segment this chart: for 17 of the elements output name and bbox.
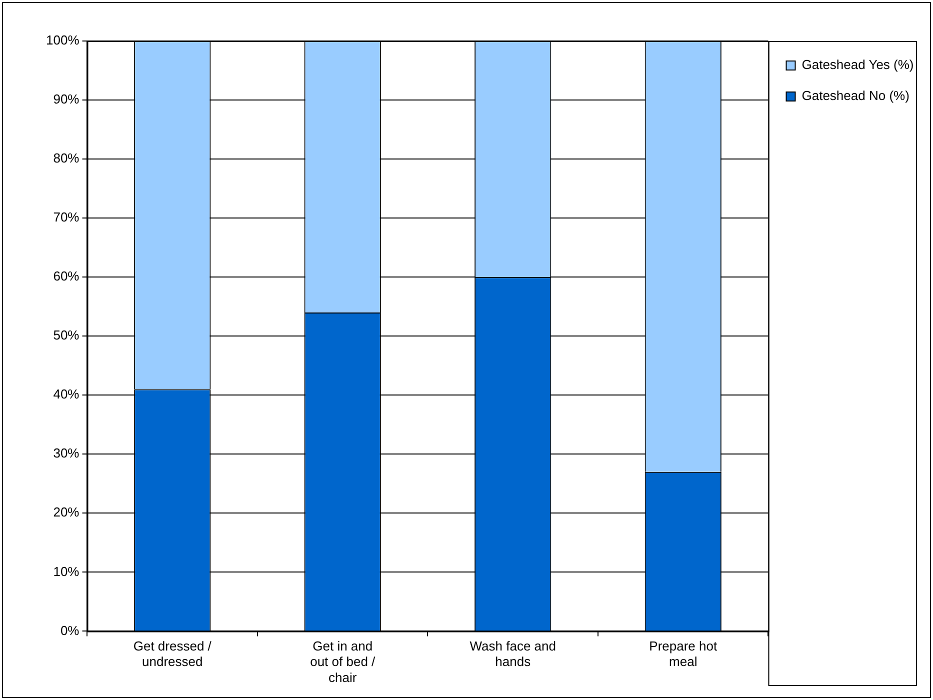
x-tick-label: Wash face and hands bbox=[470, 638, 556, 670]
y-tick-label: 60% bbox=[53, 268, 80, 284]
y-tick-label: 30% bbox=[53, 446, 80, 461]
y-tick-label: 100% bbox=[46, 32, 80, 48]
x-tick-label: Get in and out of bed / chair bbox=[310, 638, 376, 685]
x-tick-label: Prepare hot meal bbox=[649, 638, 718, 670]
y-tick-label: 20% bbox=[53, 504, 80, 520]
legend-label: Gateshead No (%) bbox=[802, 88, 910, 104]
y-tick-label: 90% bbox=[53, 92, 80, 107]
y-tick-label: 70% bbox=[53, 210, 80, 225]
legend-label: Gateshead Yes (%) bbox=[802, 57, 914, 72]
y-tick-label: 80% bbox=[53, 150, 80, 166]
y-tick-label: 40% bbox=[53, 386, 80, 402]
y-tick-label: 50% bbox=[53, 328, 80, 343]
y-tick-label: 0% bbox=[60, 622, 80, 638]
y-tick-label: 10% bbox=[53, 564, 80, 579]
x-tick-label: Get dressed / undressed bbox=[133, 638, 212, 670]
